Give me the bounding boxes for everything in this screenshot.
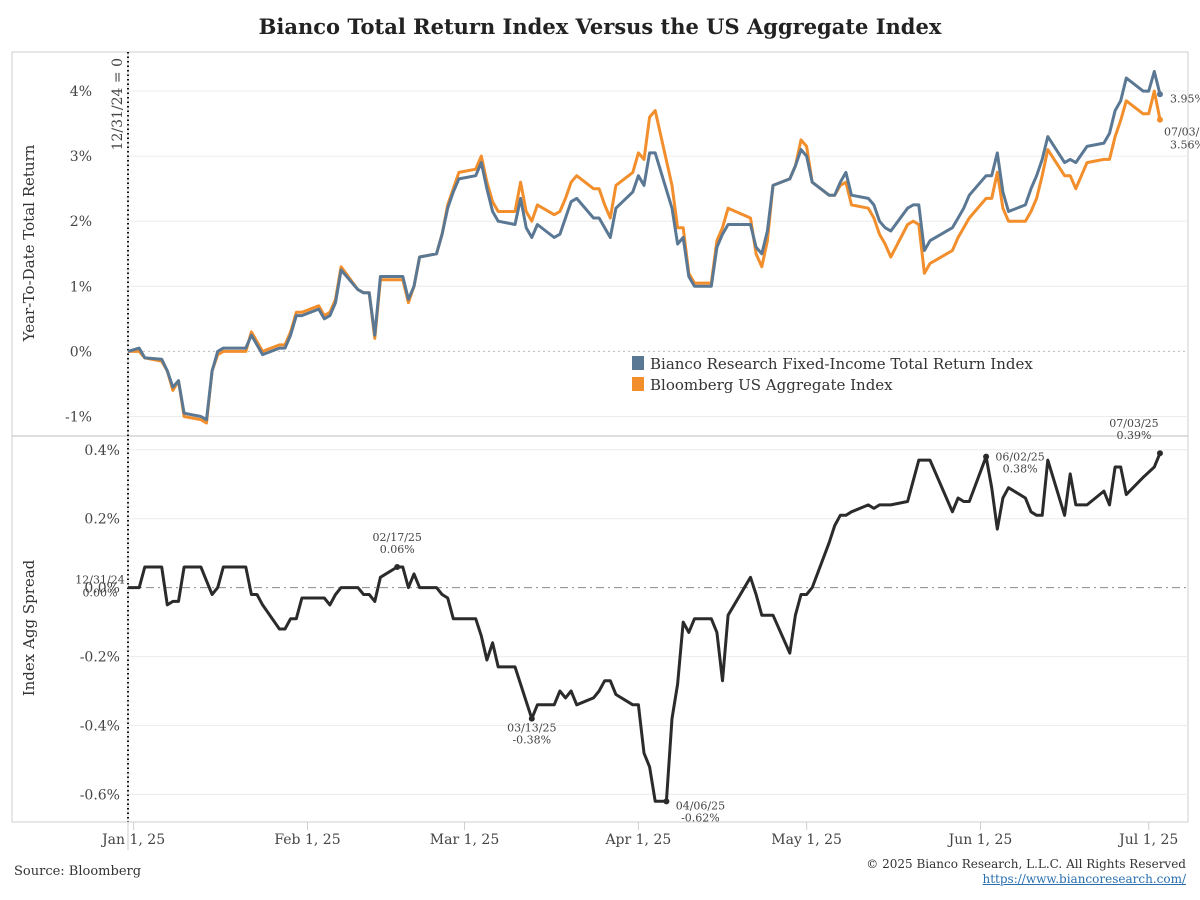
- x-tick-label: Apr 1, 25: [604, 832, 671, 848]
- spread-point-marker: [983, 453, 990, 460]
- top-y-ticks: 4% 3% 2% 1% 0% -1%: [65, 84, 92, 425]
- bottom-gridlines: [128, 449, 1188, 795]
- top-y-tick-label: 2%: [70, 214, 92, 230]
- top-y-tick-label: 4%: [70, 84, 92, 100]
- spread-point-marker: [528, 715, 535, 722]
- bottom-y-tick-label: -0.6%: [80, 787, 120, 803]
- x-tick-label: Jun 1, 25: [947, 832, 1013, 848]
- chart-title: Bianco Total Return Index Versus the US …: [258, 14, 942, 39]
- top-gridlines: [128, 90, 1188, 417]
- bottom-y-tick-label: -0.2%: [80, 650, 120, 666]
- legend-swatch: [632, 356, 644, 370]
- spread-value-label: 0.39%: [1116, 429, 1151, 442]
- legend-label: Bianco Research Fixed-Income Total Retur…: [650, 355, 1033, 373]
- reference-line-label: 12/31/24 = 0: [110, 58, 126, 150]
- spread-point-marker: [1156, 450, 1163, 457]
- spread-point-marker: [394, 563, 401, 570]
- website-link[interactable]: https://www.biancoresearch.com/: [982, 872, 1186, 886]
- spread-date-label: 04/06/25: [676, 799, 725, 812]
- spread-value-label: 0.00%: [83, 587, 118, 600]
- spread-date-label: 12/31/24: [75, 574, 124, 587]
- spread-date-label: 02/17/25: [373, 531, 422, 544]
- spread-line: [128, 452, 1162, 803]
- spread-date-label: 03/13/25: [507, 722, 556, 735]
- legend: Bianco Research Fixed-Income Total Retur…: [632, 355, 1033, 394]
- top-y-tick-label: 1%: [70, 279, 92, 295]
- end-date-label: 07/03/25: [1164, 126, 1200, 139]
- bottom-y-tick-label: 0.2%: [84, 512, 120, 528]
- end-point-marker: [1156, 91, 1163, 98]
- spread-value-label: -0.38%: [512, 734, 551, 747]
- end-value-label: 3.56%: [1170, 139, 1200, 152]
- x-tick-label: Mar 1, 25: [430, 832, 499, 848]
- outer-frame: [11, 51, 1189, 823]
- source-note: Source: Bloomberg: [14, 864, 142, 879]
- end-value-label: 3.95%: [1170, 92, 1200, 105]
- x-tick-label: May 1, 25: [771, 832, 842, 848]
- panel-frames: [11, 51, 1189, 850]
- x-tick-label: Feb 1, 25: [274, 832, 340, 848]
- end-point-marker: [1156, 116, 1163, 123]
- annotations: 3.95%07/03/253.56%12/31/240.00%02/17/250…: [75, 91, 1200, 824]
- spread-point-marker: [663, 798, 670, 805]
- top-series: [127, 70, 1162, 425]
- top-y-tick-label: 0%: [70, 344, 92, 360]
- bottom-y-ticks: 0.4% 0.2% 0.0% -0.2% -0.4% -0.6%: [80, 443, 120, 804]
- spread-value-label: 0.06%: [380, 543, 415, 556]
- bottom-y-tick-label: 0.0%: [84, 581, 120, 597]
- copyright-note: © 2025 Bianco Research, L.L.C. All Right…: [866, 857, 1186, 871]
- top-y-tick-label: 3%: [70, 149, 92, 165]
- bianco-index-line: [127, 70, 1162, 422]
- bottom-series: [128, 452, 1162, 803]
- bottom-y-tick-label: 0.4%: [84, 443, 120, 459]
- x-tick-label: Jul 1, 25: [1117, 832, 1178, 848]
- reference-line: 12/31/24 = 0: [110, 52, 129, 822]
- spread-date-label: 06/02/25: [995, 451, 1044, 464]
- bottom-y-axis-title: Index Agg Spread: [20, 559, 38, 696]
- top-y-tick-label: -1%: [65, 409, 92, 425]
- spread-date-label: 07/03/25: [1109, 417, 1158, 430]
- x-ticks: Jan 1, 25 Feb 1, 25 Mar 1, 25 Apr 1, 25 May …: [100, 822, 1178, 848]
- spread-value-label: -0.62%: [681, 811, 720, 824]
- bottom-y-tick-label: -0.4%: [80, 719, 120, 735]
- x-tick-label: Jan 1, 25: [100, 832, 165, 848]
- legend-label: Bloomberg US Aggregate Index: [650, 376, 893, 394]
- top-y-axis-title: Year-To-Date Total Return: [20, 144, 38, 342]
- aggregate-index-line: [128, 89, 1162, 425]
- spread-value-label: 0.38%: [1003, 463, 1038, 476]
- legend-swatch: [632, 377, 644, 391]
